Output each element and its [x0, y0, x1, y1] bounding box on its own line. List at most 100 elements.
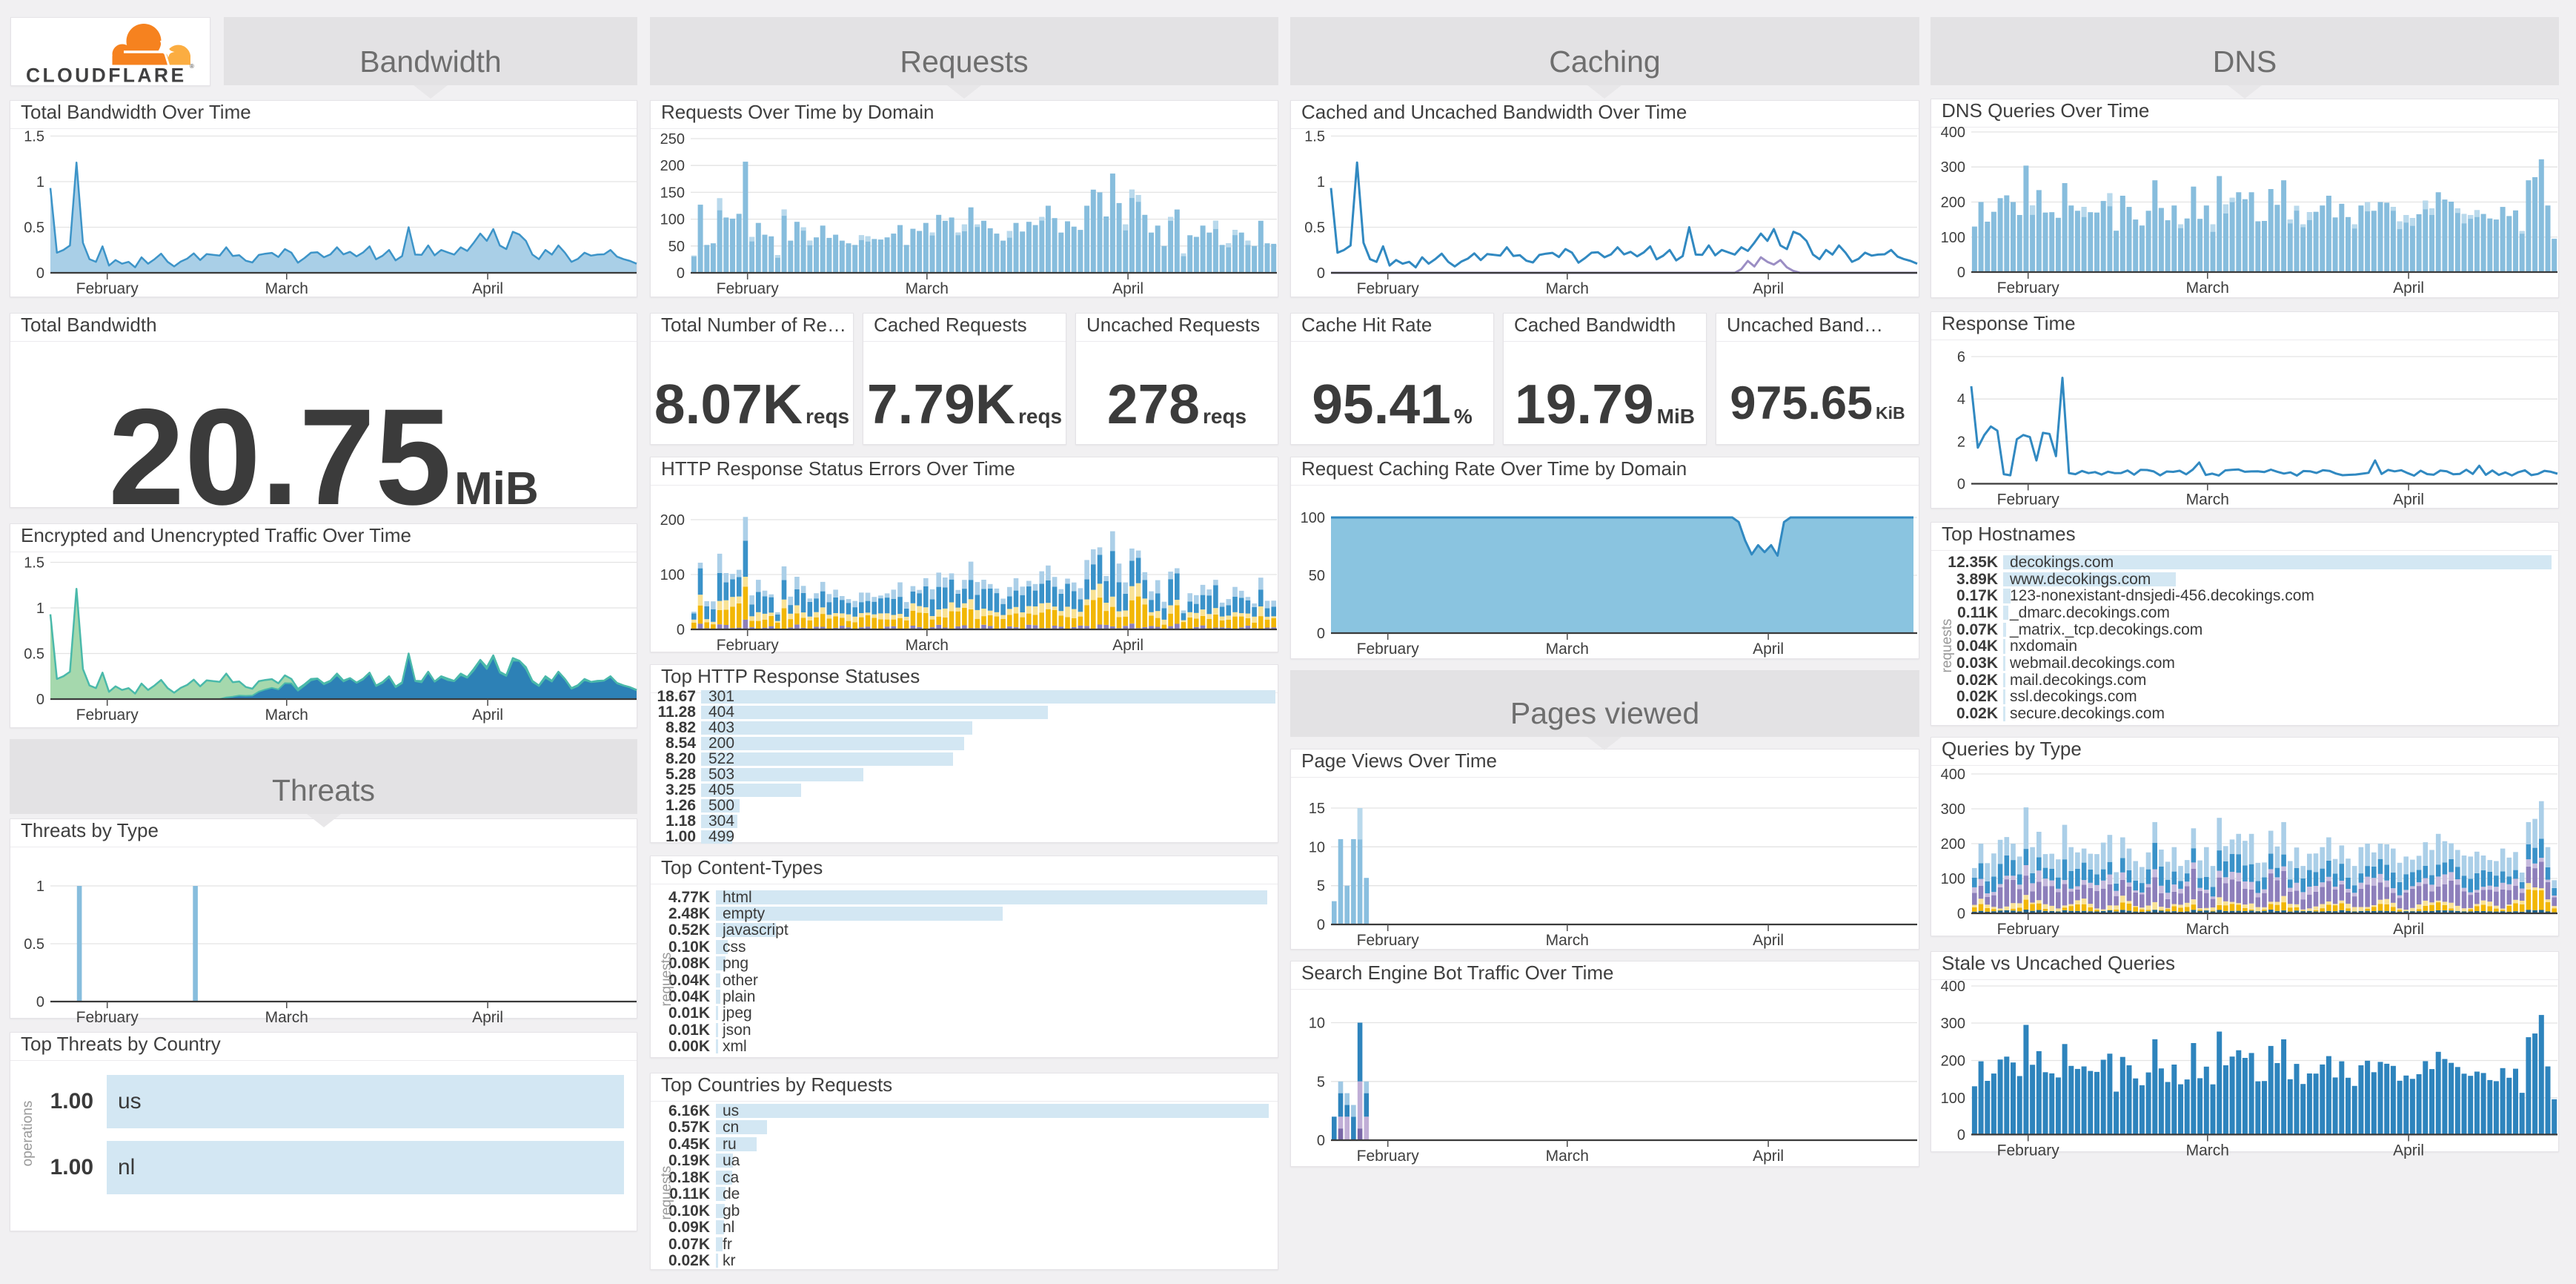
- svg-text:200: 200: [1941, 1053, 1965, 1070]
- svg-text:0: 0: [1957, 906, 1965, 922]
- svg-text:95.41%: 95.41%: [1312, 373, 1473, 435]
- svg-text:March: March: [906, 637, 949, 654]
- svg-text:0: 0: [36, 994, 44, 1010]
- svg-text:April: April: [1112, 637, 1143, 654]
- svg-text:15: 15: [1309, 801, 1325, 817]
- svg-text:300: 300: [1941, 159, 1965, 176]
- svg-text:100: 100: [1941, 1091, 1965, 1107]
- svg-text:0.5: 0.5: [24, 220, 44, 236]
- svg-text:1.5: 1.5: [24, 555, 44, 572]
- svg-text:March: March: [265, 1009, 308, 1026]
- svg-text:400: 400: [1941, 979, 1965, 995]
- svg-text:150: 150: [660, 185, 685, 201]
- svg-text:0: 0: [36, 265, 44, 282]
- svg-text:100: 100: [660, 567, 685, 583]
- svg-text:March: March: [906, 280, 949, 297]
- svg-text:March: March: [265, 706, 308, 724]
- svg-text:0.5: 0.5: [24, 646, 44, 663]
- svg-text:20.75MiB: 20.75MiB: [108, 381, 539, 534]
- svg-text:5: 5: [1317, 878, 1325, 895]
- svg-text:April: April: [2393, 279, 2424, 297]
- svg-text:50: 50: [668, 239, 685, 255]
- svg-text:March: March: [1546, 1148, 1589, 1165]
- svg-text:April: April: [1112, 280, 1143, 297]
- svg-text:March: March: [2186, 921, 2229, 938]
- svg-text:6: 6: [1957, 349, 1965, 365]
- svg-text:March: March: [2186, 279, 2229, 297]
- svg-text:0.5: 0.5: [1304, 220, 1325, 236]
- svg-text:300: 300: [1941, 1016, 1965, 1032]
- svg-text:April: April: [472, 706, 503, 724]
- svg-text:April: April: [2393, 921, 2424, 938]
- svg-text:1.5: 1.5: [24, 129, 44, 145]
- svg-text:50: 50: [1309, 568, 1325, 584]
- svg-text:200: 200: [660, 158, 685, 174]
- svg-text:February: February: [1997, 279, 2060, 297]
- svg-text:1.5: 1.5: [1304, 129, 1325, 145]
- svg-text:0: 0: [1957, 1127, 1965, 1143]
- svg-text:100: 100: [1301, 510, 1325, 526]
- svg-text:10: 10: [1309, 1016, 1325, 1032]
- svg-text:March: March: [2186, 492, 2229, 509]
- svg-text:February: February: [1357, 641, 1420, 658]
- svg-text:April: April: [1753, 641, 1784, 658]
- svg-text:0: 0: [1317, 626, 1325, 642]
- svg-text:250: 250: [660, 131, 685, 148]
- svg-text:®: ®: [190, 63, 194, 70]
- svg-text:April: April: [2393, 492, 2424, 509]
- svg-text:0: 0: [1317, 1133, 1325, 1149]
- svg-text:March: March: [1546, 641, 1589, 658]
- svg-text:February: February: [717, 280, 780, 297]
- svg-text:200: 200: [1941, 195, 1965, 211]
- svg-text:300: 300: [1941, 801, 1965, 818]
- svg-text:2: 2: [1957, 434, 1965, 450]
- svg-text:February: February: [76, 706, 139, 724]
- svg-text:March: March: [265, 280, 308, 297]
- svg-text:0: 0: [677, 265, 685, 282]
- svg-text:400: 400: [1941, 125, 1965, 141]
- svg-text:200: 200: [660, 512, 685, 529]
- svg-text:1: 1: [36, 174, 44, 191]
- svg-text:April: April: [1753, 280, 1784, 297]
- svg-text:February: February: [1997, 921, 2060, 938]
- svg-text:March: March: [2186, 1142, 2229, 1159]
- svg-text:February: February: [1357, 1148, 1420, 1165]
- svg-text:100: 100: [660, 212, 685, 228]
- svg-text:February: February: [1357, 280, 1420, 297]
- svg-text:April: April: [472, 1009, 503, 1026]
- svg-text:1: 1: [36, 600, 44, 617]
- svg-text:400: 400: [1941, 767, 1965, 783]
- svg-text:200: 200: [1941, 836, 1965, 853]
- svg-text:February: February: [1997, 1142, 2060, 1159]
- svg-text:0.5: 0.5: [24, 936, 44, 953]
- svg-text:April: April: [1753, 1148, 1784, 1165]
- svg-text:4: 4: [1957, 391, 1965, 408]
- svg-text:April: April: [472, 280, 503, 297]
- svg-text:5: 5: [1317, 1074, 1325, 1091]
- svg-text:February: February: [1357, 932, 1420, 949]
- svg-text:100: 100: [1941, 871, 1965, 887]
- svg-text:March: March: [1546, 932, 1589, 949]
- svg-text:March: March: [1546, 280, 1589, 297]
- svg-text:0: 0: [1317, 917, 1325, 933]
- svg-text:April: April: [2393, 1142, 2424, 1159]
- svg-text:0: 0: [1317, 265, 1325, 282]
- svg-text:0: 0: [36, 692, 44, 708]
- svg-text:February: February: [1997, 492, 2060, 509]
- svg-text:0: 0: [1957, 265, 1965, 281]
- svg-text:100: 100: [1941, 230, 1965, 246]
- svg-text:0: 0: [1957, 477, 1965, 493]
- svg-text:1: 1: [1317, 174, 1325, 191]
- svg-text:CLOUDFLARE: CLOUDFLARE: [26, 64, 187, 87]
- svg-text:10: 10: [1309, 839, 1325, 856]
- svg-text:0: 0: [677, 622, 685, 638]
- svg-text:February: February: [717, 637, 780, 654]
- svg-text:February: February: [76, 280, 139, 297]
- svg-text:February: February: [76, 1009, 139, 1026]
- svg-text:1: 1: [36, 878, 44, 895]
